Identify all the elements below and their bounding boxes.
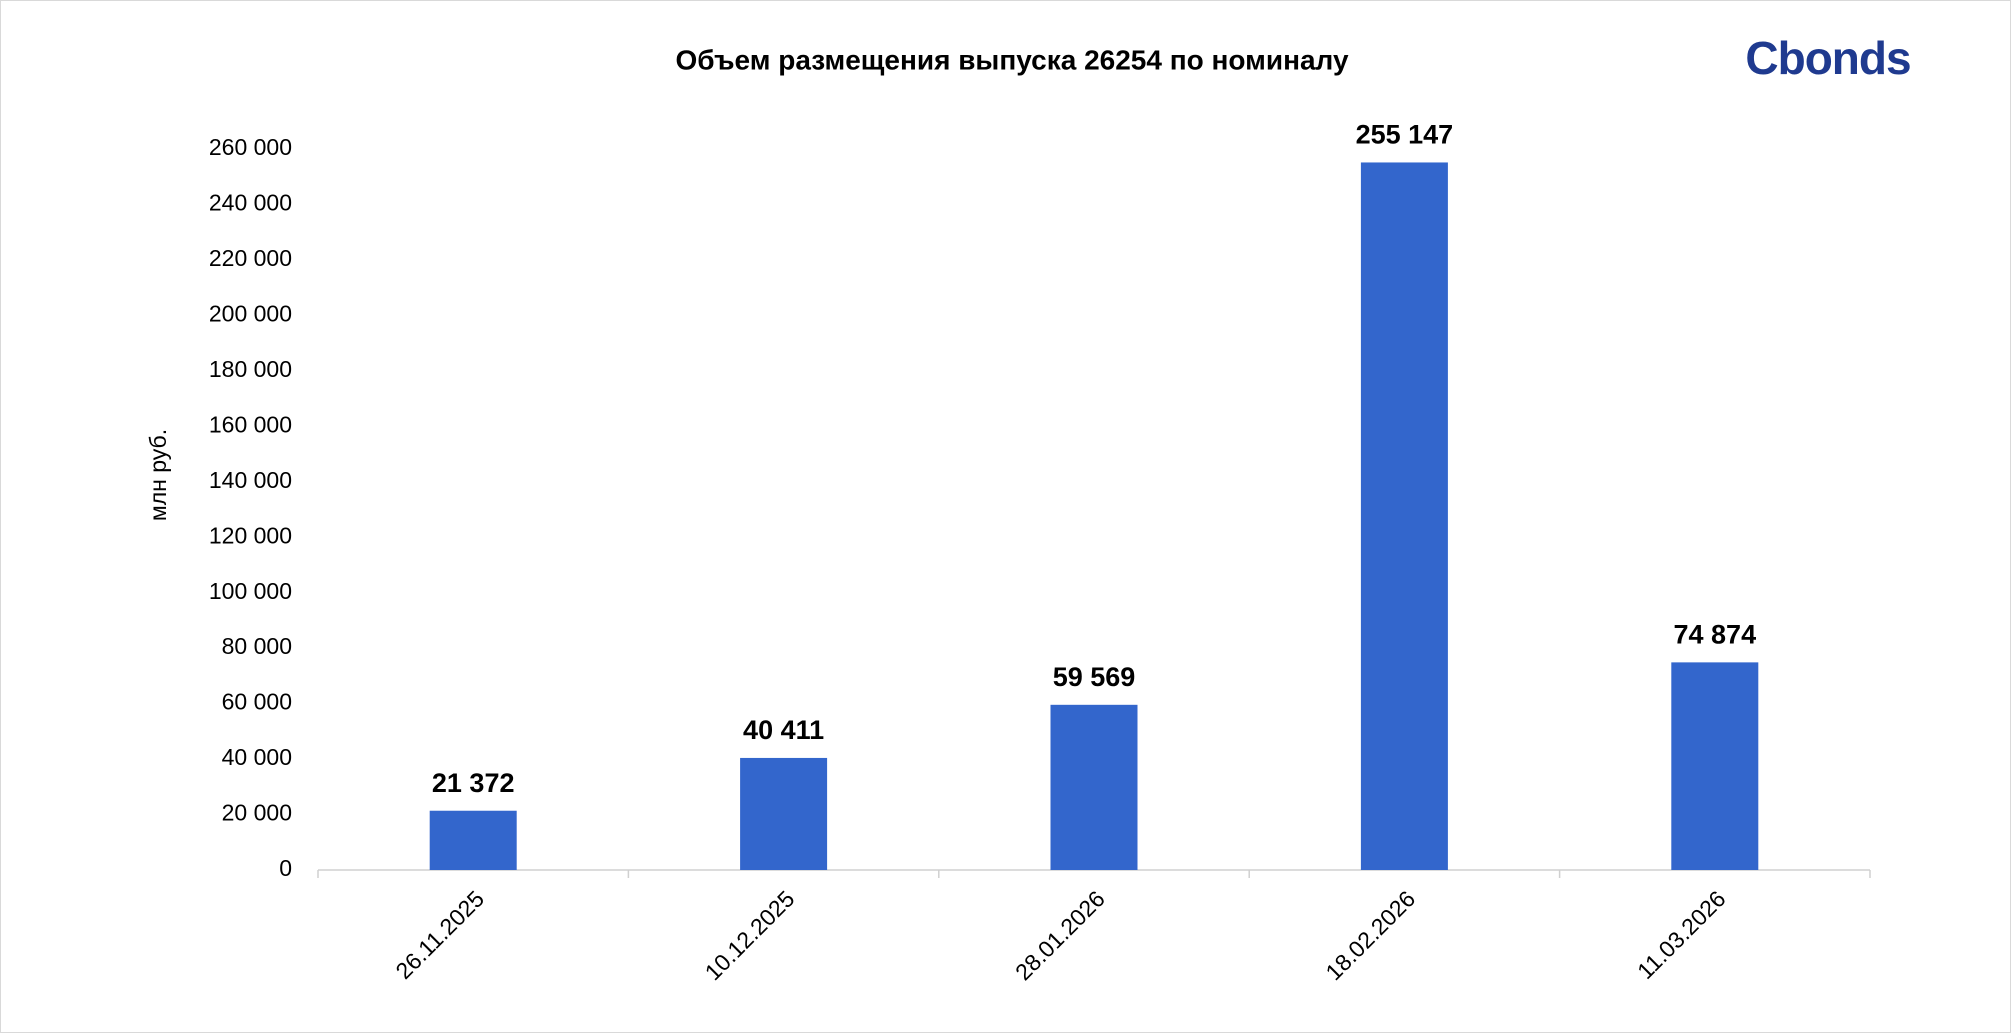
chart-title: Объем размещения выпуска 26254 по номина… [675, 44, 1349, 75]
y-tick-label: 220 000 [209, 245, 292, 271]
y-tick-label: 200 000 [209, 300, 292, 326]
y-tick-label: 160 000 [209, 411, 292, 437]
value-label: 59 569 [1053, 662, 1136, 692]
y-tick-label: 20 000 [222, 800, 292, 826]
y-axis-label: млн руб. [145, 429, 171, 521]
logo: Cbonds [1745, 32, 1910, 84]
y-tick-label: 180 000 [209, 356, 292, 382]
bar [1050, 704, 1138, 870]
y-tick-label: 100 000 [209, 578, 292, 604]
value-label: 21 372 [432, 768, 515, 798]
bar [740, 757, 828, 870]
bar [1671, 662, 1759, 870]
y-tick-label: 240 000 [209, 190, 292, 216]
y-tick-label: 60 000 [222, 689, 292, 715]
y-tick-label: 120 000 [209, 522, 292, 548]
y-tick-label: 0 [279, 855, 292, 881]
y-tick-label: 140 000 [209, 467, 292, 493]
value-label: 255 147 [1356, 120, 1454, 150]
y-tick-label: 40 000 [222, 744, 292, 770]
value-label: 40 411 [743, 715, 824, 745]
y-tick-label: 260 000 [209, 134, 292, 160]
bar [1360, 162, 1448, 870]
y-tick-label: 80 000 [222, 633, 292, 659]
value-label: 74 874 [1674, 619, 1757, 649]
bar [429, 810, 517, 870]
